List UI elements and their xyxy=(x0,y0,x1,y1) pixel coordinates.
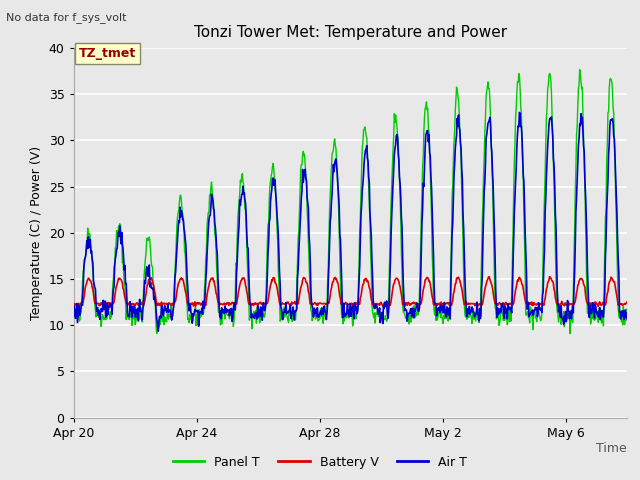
Air T xyxy=(518,133,526,139)
Battery V xyxy=(301,275,308,281)
Panel T xyxy=(301,151,308,157)
Battery V xyxy=(90,291,97,297)
Battery V xyxy=(70,301,77,307)
Line: Panel T: Panel T xyxy=(74,70,627,334)
Panel T xyxy=(200,308,207,314)
Panel T xyxy=(90,279,97,285)
Battery V xyxy=(486,274,493,279)
Battery V xyxy=(383,301,391,307)
Text: No data for f_sys_volt: No data for f_sys_volt xyxy=(6,12,127,23)
Panel T xyxy=(576,67,584,72)
Panel T xyxy=(517,104,525,109)
Battery V xyxy=(623,299,631,305)
Panel T xyxy=(566,331,574,336)
Air T xyxy=(272,190,280,196)
Battery V xyxy=(401,304,408,310)
Line: Air T: Air T xyxy=(74,112,627,331)
Battery V xyxy=(518,282,526,288)
Panel T xyxy=(383,316,391,322)
Air T xyxy=(623,317,631,323)
Title: Tonzi Tower Met: Temperature and Power: Tonzi Tower Met: Temperature and Power xyxy=(194,25,507,40)
Battery V xyxy=(271,280,279,286)
Legend: Panel T, Battery V, Air T: Panel T, Battery V, Air T xyxy=(168,451,472,474)
Air T xyxy=(200,305,208,311)
Text: TZ_tmet: TZ_tmet xyxy=(79,47,136,60)
Air T xyxy=(516,109,524,115)
Battery V xyxy=(200,300,207,306)
Air T xyxy=(384,315,392,321)
Air T xyxy=(154,328,162,334)
Air T xyxy=(301,167,309,172)
Panel T xyxy=(70,306,77,312)
Line: Battery V: Battery V xyxy=(74,276,627,307)
Air T xyxy=(70,313,77,319)
Panel T xyxy=(271,186,279,192)
Air T xyxy=(90,278,97,284)
Y-axis label: Temperature (C) / Power (V): Temperature (C) / Power (V) xyxy=(30,146,43,320)
Panel T xyxy=(623,315,631,321)
Text: Time: Time xyxy=(596,442,627,455)
